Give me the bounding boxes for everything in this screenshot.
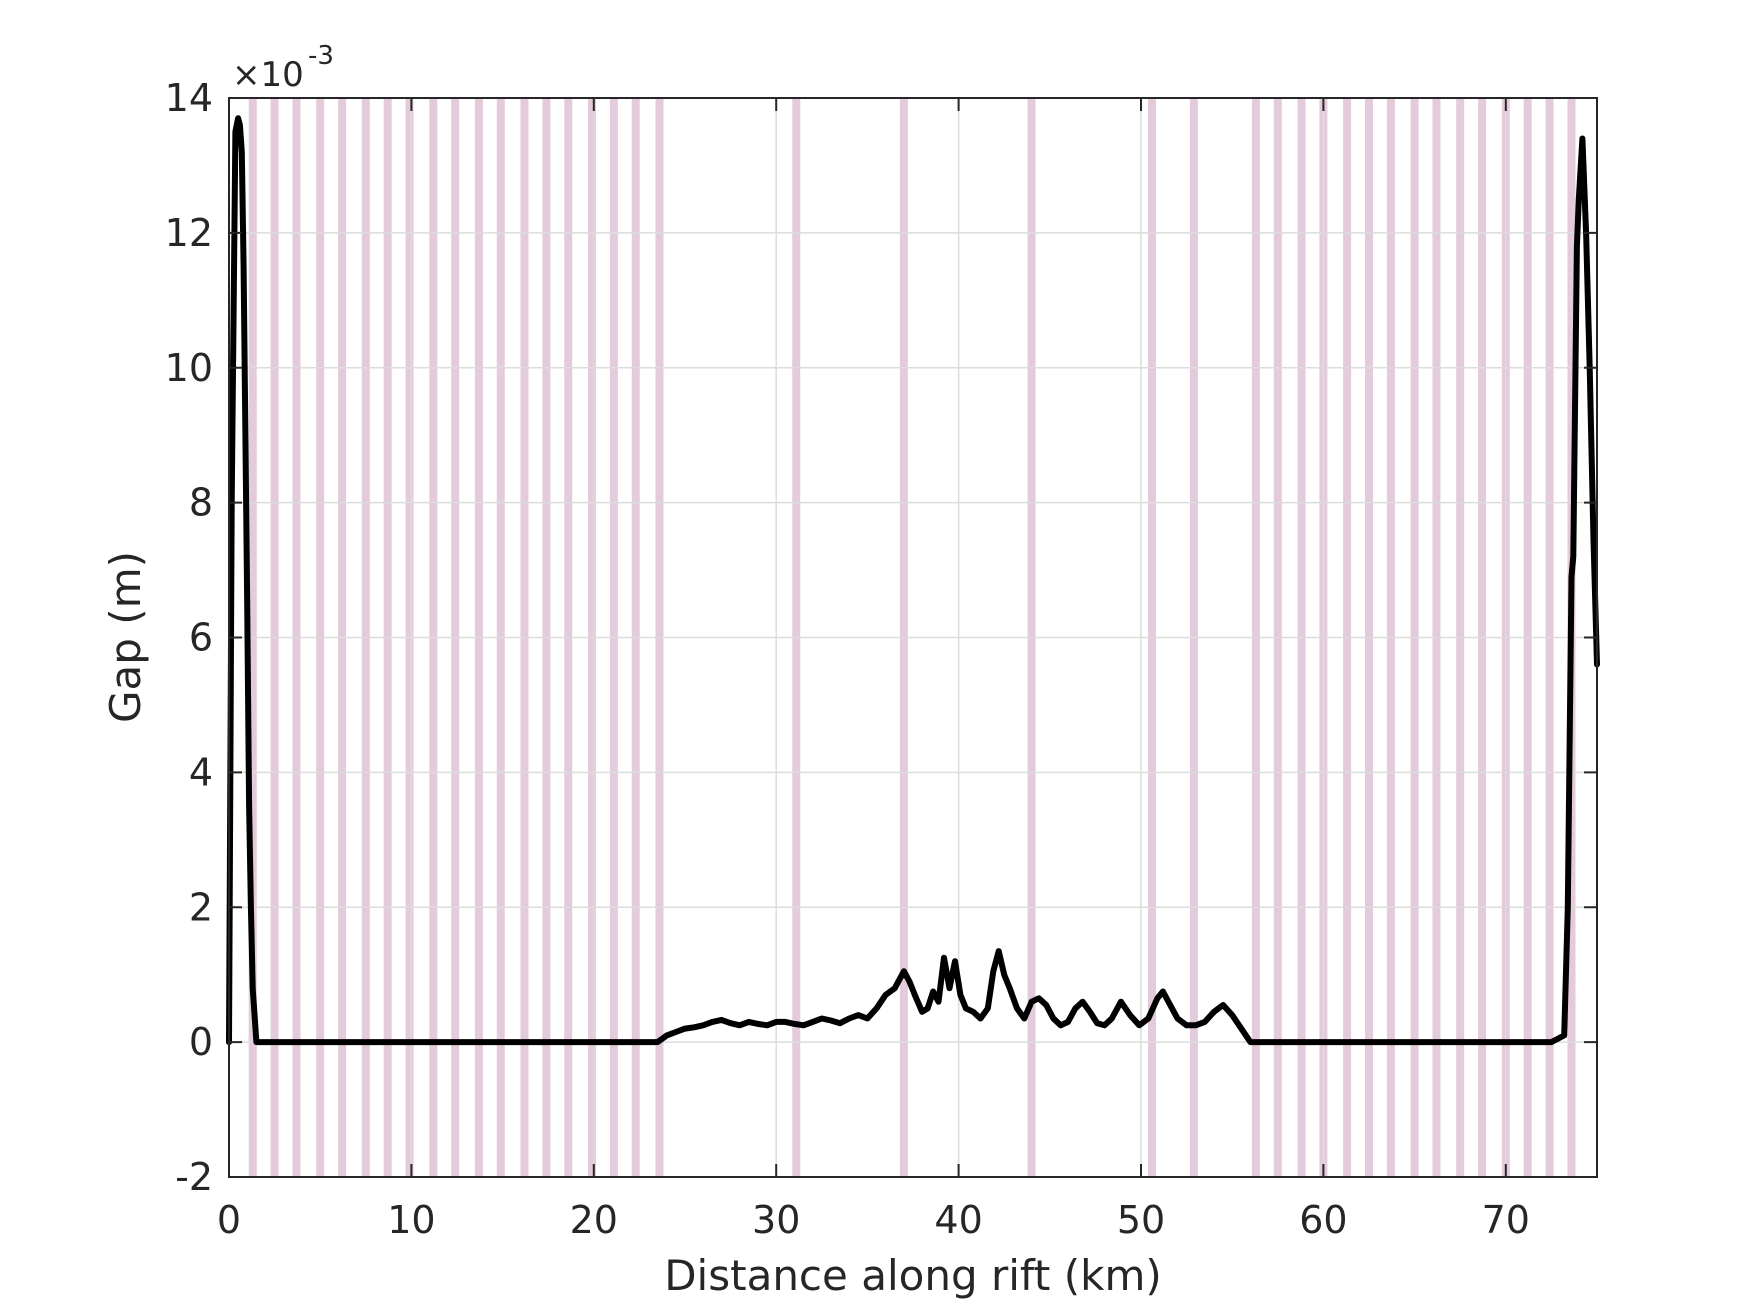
y-axis-label: Gap (m)	[101, 551, 150, 723]
y-tick-label: 14	[165, 76, 213, 120]
x-tick-label: 10	[387, 1198, 435, 1242]
x-tick-label: 40	[934, 1198, 982, 1242]
y-tick-label: 12	[165, 211, 213, 255]
y-multiplier-exponent: -3	[308, 41, 334, 71]
x-tick-label: 50	[1117, 1198, 1165, 1242]
y-tick-label: 10	[165, 346, 213, 390]
series-line	[226, 115, 1600, 1046]
x-tick-labels: 0 10 20 30 40 50 60 70	[217, 1198, 1530, 1242]
x-tick-label: 30	[752, 1198, 800, 1242]
x-axis-label: Distance along rift (km)	[664, 1251, 1162, 1300]
y-tick-label: 4	[189, 750, 213, 794]
x-tick-label: 0	[217, 1198, 241, 1242]
y-tick-label: 8	[189, 481, 213, 525]
y-tick-label: 0	[189, 1020, 213, 1064]
series-group	[226, 115, 1600, 1046]
y-tick-label: 6	[189, 616, 213, 660]
tick-marks	[228, 97, 1597, 1178]
y-tick-label: 2	[189, 885, 213, 929]
x-tick-label: 20	[570, 1198, 618, 1242]
y-tick-label: -2	[175, 1155, 213, 1199]
y-multiplier-prefix: ×10	[232, 55, 304, 95]
x-tick-label: 60	[1299, 1198, 1347, 1242]
x-tick-label: 70	[1482, 1198, 1530, 1242]
y-tick-labels: -2 0 2 4 6 8 10 12 14	[165, 76, 213, 1199]
